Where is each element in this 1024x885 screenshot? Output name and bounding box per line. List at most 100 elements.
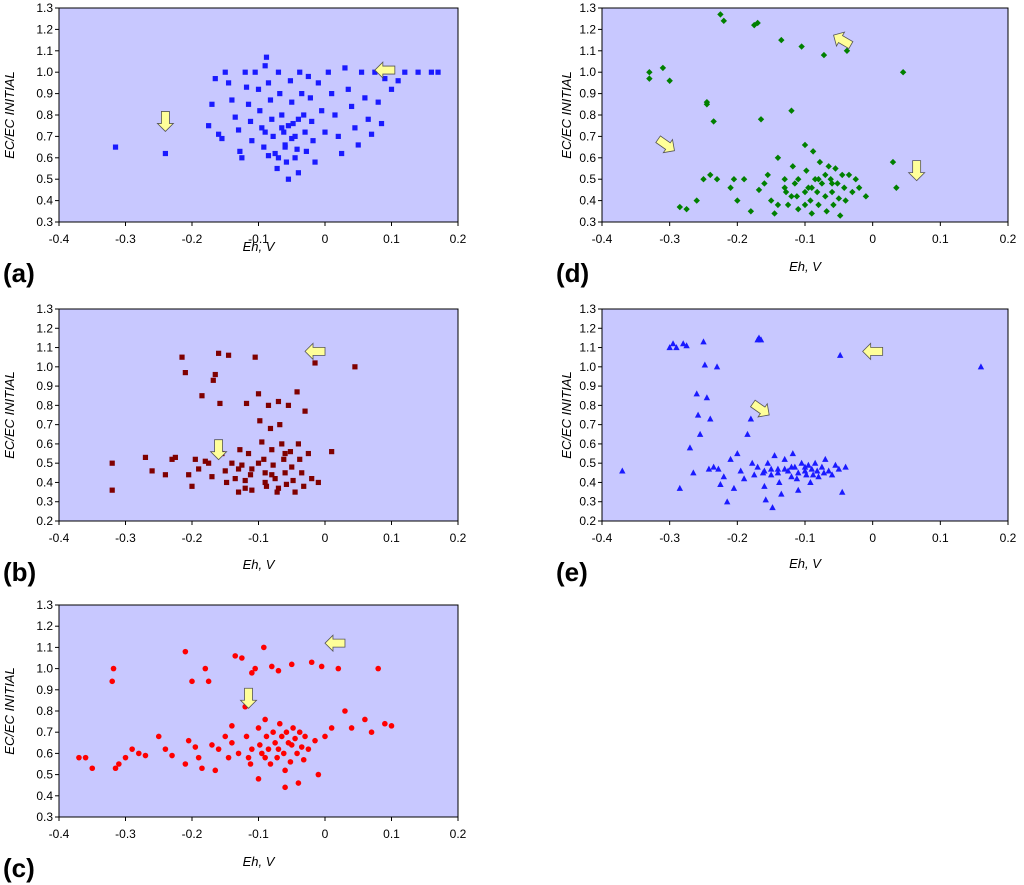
y-tick-label: 1.0 — [36, 360, 53, 374]
x-tick-label: -0.1 — [248, 827, 269, 841]
panel-a: 0.3 0.4 0.5 0.6 0.7 0.8 0.9 1.0 1.1 1.2 1.3 -0.4 -0.… — [2, 1, 467, 288]
x-tick-label: -0.3 — [659, 531, 680, 545]
y-axis-label: EC/EC INITIAL — [2, 667, 17, 754]
y-tick-label: 0.4 — [36, 194, 53, 208]
data-point — [808, 184, 815, 191]
data-point — [274, 754, 280, 761]
data-point — [229, 740, 235, 746]
data-point — [673, 344, 680, 351]
data-point — [815, 176, 822, 183]
data-point — [275, 746, 282, 752]
x-tick-label: -0.1 — [795, 531, 816, 545]
data-point — [762, 496, 769, 503]
data-point — [261, 144, 267, 150]
data-point — [301, 112, 307, 118]
data-point — [305, 746, 312, 752]
data-point — [683, 342, 690, 349]
data-point — [242, 485, 248, 491]
data-point — [257, 742, 263, 748]
y-tick-label: 0.3 — [36, 215, 53, 229]
data-point — [225, 754, 232, 761]
data-point — [295, 441, 301, 447]
data-point — [282, 144, 288, 150]
data-point — [345, 86, 351, 92]
data-point — [299, 470, 305, 476]
data-point — [269, 472, 275, 478]
data-point — [740, 176, 748, 183]
annotation-arrow-icon — [862, 342, 884, 361]
y-tick-label: 1.2 — [36, 619, 53, 633]
data-point — [182, 648, 189, 655]
data-point — [428, 69, 434, 75]
data-point — [252, 354, 258, 360]
data-point — [282, 450, 288, 457]
data-point — [162, 150, 168, 157]
data-point — [199, 393, 205, 399]
data-point — [793, 193, 801, 200]
x-tick-label: -0.4 — [49, 232, 70, 246]
data-point — [245, 754, 252, 761]
data-point — [842, 463, 849, 470]
data-point — [272, 740, 278, 746]
x-tick-label: 0.2 — [450, 827, 467, 841]
y-tick-label: 1.1 — [36, 44, 53, 58]
data-point — [703, 101, 711, 108]
x-tick-label: 0.1 — [383, 531, 400, 545]
data-point — [302, 408, 308, 414]
data-point — [795, 176, 802, 183]
data-point — [707, 171, 714, 179]
plot-area — [601, 7, 1009, 223]
data-point — [832, 165, 839, 172]
data-point — [811, 459, 819, 466]
data-point — [282, 784, 288, 791]
data-point — [275, 69, 282, 75]
data-point — [288, 742, 295, 748]
data-point — [757, 336, 765, 343]
data-point — [280, 750, 287, 757]
data-point — [767, 197, 775, 204]
data-point — [335, 665, 342, 672]
y-tick-label: 0.7 — [36, 418, 53, 432]
data-point — [243, 400, 250, 407]
data-point — [774, 154, 782, 161]
data-point — [329, 449, 335, 455]
panel-label: (d) — [556, 258, 589, 288]
y-tick-label: 1.2 — [36, 22, 53, 36]
data-point — [761, 467, 768, 474]
data-point — [680, 340, 687, 347]
data-point — [288, 661, 295, 668]
data-point — [382, 76, 388, 82]
y-tick-label: 1.2 — [579, 321, 596, 335]
data-point — [789, 163, 797, 170]
data-point — [109, 487, 115, 493]
data-point — [206, 123, 212, 129]
annotation-arrow-icon — [304, 342, 326, 361]
x-tick-label: 0 — [869, 232, 876, 246]
data-point — [764, 459, 771, 466]
data-point — [182, 761, 189, 767]
data-point — [852, 176, 859, 183]
data-point — [243, 84, 250, 90]
y-tick-label: 1.3 — [579, 302, 596, 316]
data-point — [795, 469, 802, 476]
data-point — [355, 142, 361, 148]
data-point — [262, 716, 268, 723]
data-point — [257, 418, 263, 424]
x-tick-label: -0.4 — [592, 232, 613, 246]
data-point — [318, 663, 325, 670]
y-tick-label: 0.8 — [579, 108, 596, 122]
data-point — [693, 390, 700, 397]
data-point — [807, 479, 814, 486]
data-point — [302, 733, 308, 740]
data-point — [189, 678, 195, 685]
data-point — [247, 761, 254, 767]
data-point — [828, 188, 836, 196]
y-tick-label: 0.4 — [579, 475, 596, 489]
data-point — [169, 752, 175, 759]
data-point — [835, 195, 843, 202]
data-point — [322, 129, 328, 135]
data-point — [283, 159, 290, 165]
data-point — [287, 759, 294, 765]
y-tick-label: 0.9 — [36, 379, 53, 393]
data-point — [222, 468, 228, 474]
